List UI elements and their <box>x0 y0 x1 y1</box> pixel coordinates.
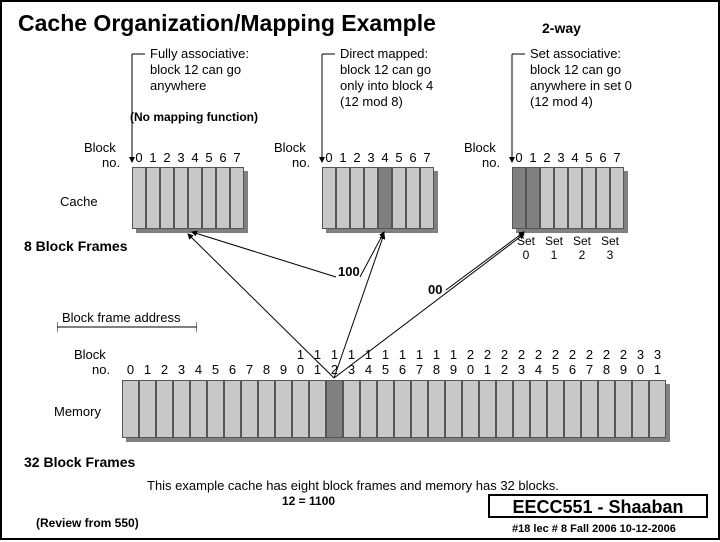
thirty-two-frames: 32 Block Frames <box>24 454 135 470</box>
cache-set <box>512 167 624 229</box>
set-line2: anywhere in set 0 <box>530 78 632 93</box>
block-label-1: Block <box>84 140 116 155</box>
mem-nums-tens: 1111111111222222222233 <box>122 347 666 362</box>
two-way-label: 2-way <box>542 20 581 36</box>
eight-frames: 8 Block Frames <box>24 238 128 254</box>
direct-line1: block 12 can go <box>340 62 431 77</box>
cache-nums-fully: 01234567 <box>132 150 244 165</box>
block-label-3: Block <box>464 140 496 155</box>
label-100: 100 <box>338 264 360 279</box>
block-label-2: Block <box>274 140 306 155</box>
set-labels: SetSetSetSet <box>512 234 624 248</box>
direct-line2: only into block 4 <box>340 78 433 93</box>
memory-label: Memory <box>54 404 101 419</box>
twelve-eq: 12 = 1100 <box>282 494 335 508</box>
cache-nums-direct: 01234567 <box>322 150 434 165</box>
mem-no-label: no. <box>92 362 110 377</box>
footer-meta: #18 lec # 8 Fall 2006 10-12-2006 <box>512 523 676 535</box>
bfa-underline <box>57 322 197 334</box>
set-line1: block 12 can go <box>530 62 621 77</box>
no-mapping-note: (No mapping function) <box>130 110 258 124</box>
no-label-3: no. <box>482 155 500 170</box>
direct-title: Direct mapped: <box>340 46 428 61</box>
course-text: EECC551 - Shaaban <box>512 497 683 517</box>
set-line3: (12 mod 4) <box>530 94 593 109</box>
example-text: This example cache has eight block frame… <box>147 478 559 493</box>
direct-line3: (12 mod 8) <box>340 94 403 109</box>
no-label-2: no. <box>292 155 310 170</box>
label-00: 00 <box>428 282 442 297</box>
memory-block <box>122 380 666 438</box>
cache-fully <box>132 167 244 229</box>
page-title: Cache Organization/Mapping Example <box>18 10 436 37</box>
course-box: EECC551 - Shaaban <box>488 494 708 518</box>
fully-line2: anywhere <box>150 78 206 93</box>
fully-line1: block 12 can go <box>150 62 241 77</box>
mem-nums-ones: 01234567890123456789012345678901 <box>122 362 666 377</box>
set-nums: 0123 <box>512 248 624 262</box>
no-label-1: no. <box>102 155 120 170</box>
mem-block-label: Block <box>74 347 106 362</box>
cache-nums-set: 01234567 <box>512 150 624 165</box>
fully-title: Fully associative: <box>150 46 249 61</box>
cache-direct <box>322 167 434 229</box>
review-note: (Review from 550) <box>36 516 139 530</box>
cache-label: Cache <box>60 194 98 209</box>
set-title: Set associative: <box>530 46 621 61</box>
